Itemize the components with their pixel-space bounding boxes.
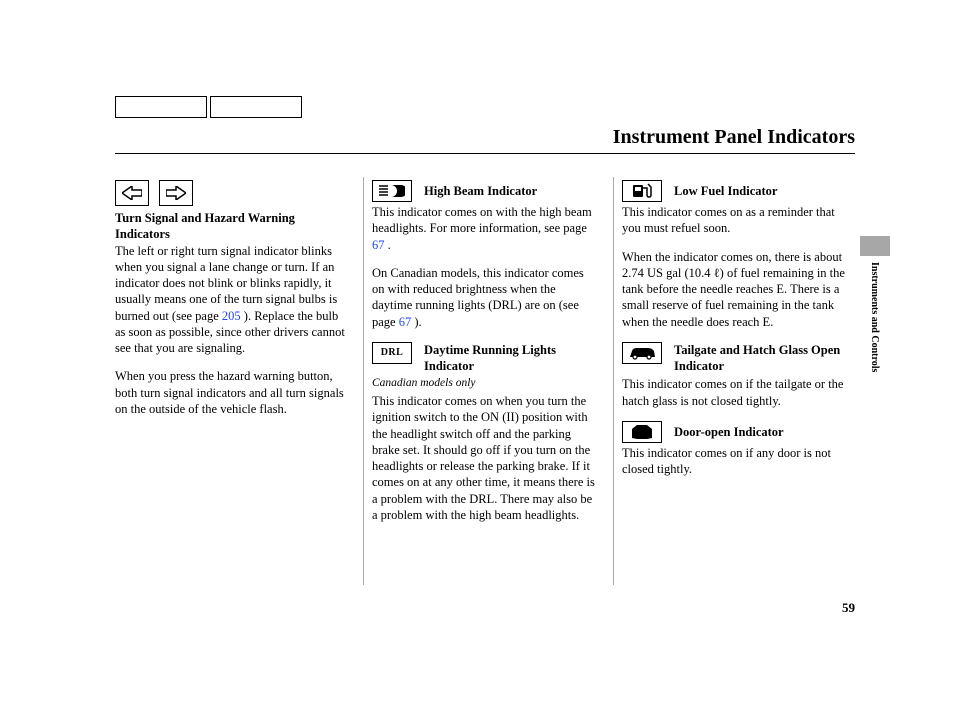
turn-signal-icons — [115, 180, 348, 206]
nav-box-2[interactable] — [210, 96, 302, 118]
high-beam-text-2: On Canadian models, this indicator comes… — [372, 265, 598, 330]
tailgate-heading: Tailgate and Hatch Glass Open Indicator — [674, 342, 855, 375]
left-arrow-icon — [115, 180, 149, 206]
drl-sublabel: Canadian models only — [372, 376, 598, 391]
door-open-heading: Door-open Indicator — [674, 424, 784, 440]
low-fuel-icon — [622, 180, 662, 202]
nav-box-1[interactable] — [115, 96, 207, 118]
tailgate-text: This indicator comes on if the tailgate … — [622, 376, 855, 409]
page-link-205[interactable]: 205 — [222, 309, 241, 323]
page-title: Instrument Panel Indicators — [613, 126, 855, 149]
column-2: High Beam Indicator This indicator comes… — [358, 180, 608, 523]
title-rule — [115, 153, 855, 154]
high-beam-icon — [372, 180, 412, 202]
high-beam-heading: High Beam Indicator — [424, 183, 537, 199]
high-beam-text-1: This indicator comes on with the high be… — [372, 204, 598, 253]
low-fuel-text-2: When the indicator comes on, there is ab… — [622, 249, 855, 330]
page-link-67a[interactable]: 67 — [372, 238, 385, 252]
column-1: Turn Signal and Hazard Warning Indicator… — [115, 180, 358, 523]
page-link-67b[interactable]: 67 — [399, 315, 412, 329]
turn-signal-text-1: The left or right turn signal indicator … — [115, 243, 348, 357]
turn-signal-heading: Turn Signal and Hazard Warning Indicator… — [115, 210, 348, 243]
tailgate-icon — [622, 342, 662, 364]
drl-text: This indicator comes on when you turn th… — [372, 393, 598, 523]
door-open-icon — [622, 421, 662, 443]
page-number: 59 — [842, 600, 855, 616]
drl-icon: DRL — [372, 342, 412, 364]
right-arrow-icon — [159, 180, 193, 206]
turn-signal-text-2: When you press the hazard warning button… — [115, 368, 348, 417]
low-fuel-heading: Low Fuel Indicator — [674, 183, 777, 199]
top-nav-boxes — [115, 96, 302, 118]
low-fuel-text-1: This indicator comes on as a reminder th… — [622, 204, 855, 237]
page-content: Instrument Panel Indicators Turn Signal … — [115, 0, 855, 710]
drl-heading: Daytime Running Lights Indicator — [424, 342, 598, 375]
door-open-text: This indicator comes on if any door is n… — [622, 445, 855, 478]
side-tab — [860, 236, 890, 256]
chapter-label: Instruments and Controls — [860, 262, 880, 422]
column-3: Low Fuel Indicator This indicator comes … — [608, 180, 855, 523]
columns: Turn Signal and Hazard Warning Indicator… — [115, 180, 855, 523]
